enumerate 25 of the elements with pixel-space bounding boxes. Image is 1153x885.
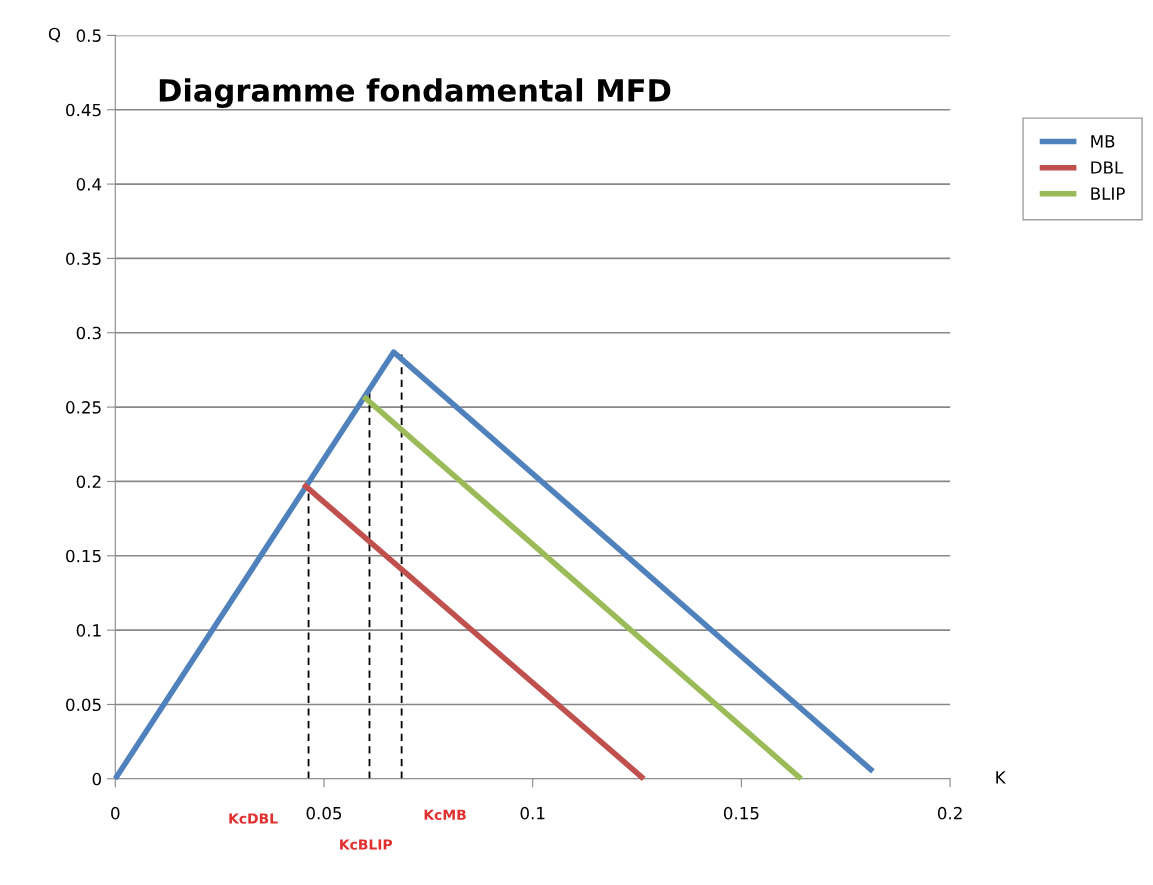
y-tick-label: 0.2	[76, 475, 101, 489]
y-tick-label: 0.4	[76, 178, 102, 191]
y-tick-label: 0.15	[66, 549, 101, 563]
y-axis-title: Q	[48, 27, 61, 43]
x-tick-label: 0	[111, 806, 120, 820]
x-tick-label: 0.1	[520, 806, 545, 820]
y-tick-label: 0.3	[76, 326, 101, 340]
legend-label: DBL	[1091, 161, 1124, 174]
text: KcDBL	[229, 813, 278, 824]
y-tick-label: 0	[92, 772, 101, 786]
y-tick-label: 0.45	[66, 103, 101, 117]
y-tick-label: 0.35	[66, 252, 101, 265]
legend-label: BLIP	[1091, 187, 1125, 200]
y-tick-label: 0.25	[66, 401, 101, 414]
y-tick-label: 0.5	[76, 29, 101, 42]
y-tick-label: 0.1	[76, 624, 101, 637]
text: KcMB	[424, 809, 466, 820]
legend-label: MB	[1091, 135, 1115, 148]
x-axis-title: K	[996, 771, 1006, 784]
text: Diagramme fondamental MFD	[159, 78, 671, 108]
x-tick-label: 0.05	[306, 806, 342, 820]
x-tick-label: 0.2	[937, 806, 962, 820]
y-tick-label: 0.05	[66, 698, 101, 712]
x-tick-label: 0.15	[723, 806, 759, 820]
text: KcBLIP	[340, 839, 393, 850]
